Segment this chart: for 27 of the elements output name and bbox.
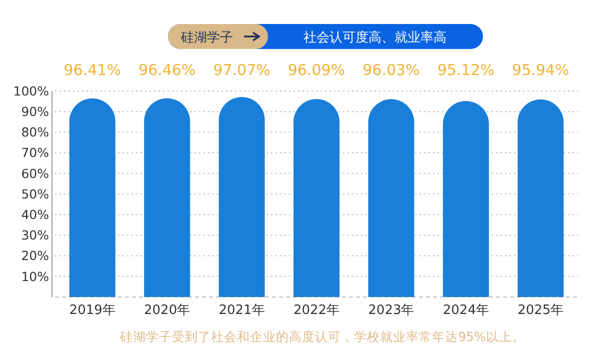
chart-subtitle: 社会认可度高、就业率高 xyxy=(304,30,446,46)
x-tick-label: 2021年 xyxy=(218,303,265,318)
y-tick-label: 30% xyxy=(21,228,50,243)
data-label: 95.94% xyxy=(512,61,570,79)
data-label: 97.07% xyxy=(213,61,270,79)
y-tick-label: 100% xyxy=(13,83,50,98)
y-tick-label: 50% xyxy=(21,186,50,202)
x-tick-label: 2020年 xyxy=(144,303,190,318)
x-tick-label: 2023年 xyxy=(368,303,414,318)
y-tick-label: 10% xyxy=(21,268,50,284)
text: 硅湖学子受到了社会和企业的高度认可，学校就业率常年达95%以上。 xyxy=(119,329,525,344)
y-tick-label: 20% xyxy=(21,248,50,264)
data-label: 96.41% xyxy=(64,61,121,79)
x-tick-label: 2022年 xyxy=(293,303,340,318)
x-tick-label: 2019年 xyxy=(69,303,116,318)
y-tick-label: 70% xyxy=(21,145,50,160)
x-tick-label: 2024年 xyxy=(442,303,489,318)
y-tick-label: 80% xyxy=(21,124,50,140)
chart-title: 硅湖学子 xyxy=(180,30,233,46)
data-label: 96.03% xyxy=(362,61,420,79)
data-label: 95.12% xyxy=(437,61,495,79)
data-label: 96.46% xyxy=(138,61,196,79)
y-tick-label: 90% xyxy=(21,104,50,119)
data-label: 96.09% xyxy=(288,61,346,79)
y-tick-label: 60% xyxy=(21,166,50,181)
y-tick-label: 40% xyxy=(21,206,50,222)
x-tick-label: 2025年 xyxy=(518,303,564,318)
